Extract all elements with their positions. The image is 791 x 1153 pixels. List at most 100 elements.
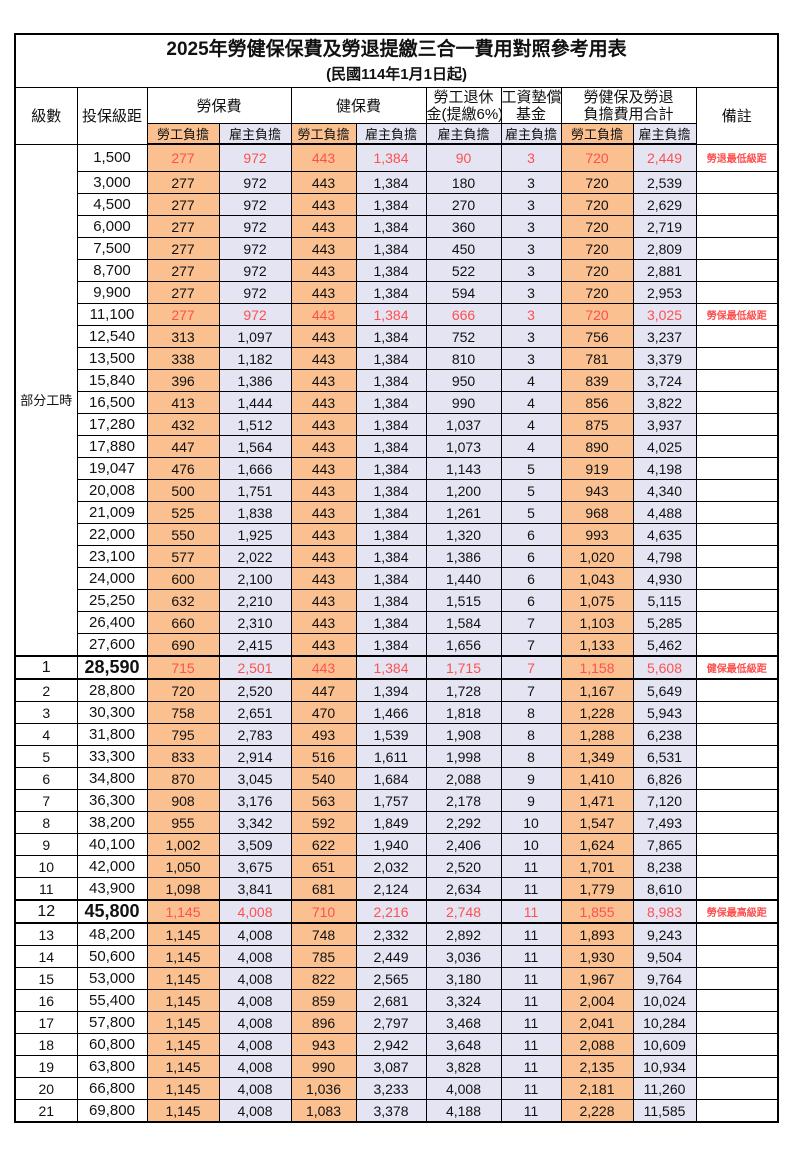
pension-employer-cell: 4,188 [425,1099,502,1123]
pension-employer-cell: 1,143 [425,457,502,480]
health-employer-cell: 1,384 [355,215,427,238]
total-employee-cell: 1,158 [560,655,634,680]
table-row: 20 66,800 1,145 4,008 1,036 3,233 4,008 11 2,181… [14,1077,779,1100]
labor-employee-cell: 870 [146,767,220,790]
total-employer-cell: 10,609 [632,1033,697,1056]
pension-employer-cell: 1,656 [425,633,502,657]
remark-cell [695,1077,779,1100]
remark-cell [695,611,779,634]
bracket-cell: 66,800 [76,1077,148,1100]
total-employer-cell: 8,238 [632,855,697,878]
total-employee-cell: 993 [560,523,634,546]
pension-employer-cell: 1,908 [425,723,502,746]
health-employee-cell: 443 [290,435,357,458]
health-employer-cell: 1,611 [355,745,427,768]
table-row: 17,880 447 1,564 443 1,384 1,073 4 890 4,025 [15,435,779,458]
total-employer-cell: 5,462 [632,633,697,657]
wage-fund-employer-cell: 5 [500,457,562,480]
labor-employer-cell: 3,176 [218,789,292,812]
col-group-wage-fund: 工資墊償 基金 [500,87,562,124]
health-employee-cell: 443 [290,215,357,238]
table-row: 13,500 338 1,182 443 1,384 810 3 781 3,379 [15,347,779,370]
col-header-level: 級數 [14,87,78,145]
bracket-cell: 60,800 [76,1033,148,1056]
table-row: 18 60,800 1,145 4,008 943 2,942 3,648 11 2,088 10… [14,1033,779,1056]
table-row: 16,500 413 1,444 443 1,384 990 4 856 3,822 [15,391,779,414]
health-employee-cell: 443 [290,457,357,480]
remark-cell [695,435,779,458]
bracket-cell: 9,900 [76,281,148,304]
bracket-cell: 7,500 [76,237,148,260]
table-row: 3 30,300 758 2,651 470 1,466 1,818 8 1,228 5,943 [14,701,779,724]
total-employee-cell: 2,004 [560,989,634,1012]
table-row: 25,250 632 2,210 443 1,384 1,515 6 1,075 5,115 [15,589,779,612]
table-row: 8,700 277 972 443 1,384 522 3 720 2,881 [15,259,779,282]
table-row: 6,000 277 972 443 1,384 360 3 720 2,719 [15,215,779,238]
labor-employer-cell: 2,310 [218,611,292,634]
wage-fund-employer-cell: 6 [500,567,562,590]
wage-fund-employer-cell: 10 [500,833,562,856]
health-employee-cell: 748 [290,922,357,946]
total-employee-cell: 1,133 [560,633,634,657]
remark-cell [695,922,779,946]
health-employer-cell: 1,384 [355,523,427,546]
table-row: 7 36,300 908 3,176 563 1,757 2,178 9 1,471 7,120 [14,789,779,812]
total-employee-cell: 1,349 [560,745,634,768]
total-employee-cell: 1,167 [560,678,634,702]
health-employer-cell: 1,384 [355,545,427,568]
total-employee-cell: 720 [560,237,634,260]
level-cell: 18 [14,1033,78,1056]
health-employer-cell: 2,565 [355,967,427,990]
labor-employee-cell: 720 [146,678,220,702]
health-employer-cell: 1,384 [355,655,427,680]
bracket-cell: 27,600 [76,633,148,657]
total-employee-cell: 781 [560,347,634,370]
total-employee-cell: 2,041 [560,1011,634,1034]
total-employer-cell: 10,934 [632,1055,697,1078]
health-employer-cell: 1,539 [355,723,427,746]
total-employer-cell: 5,608 [632,655,697,680]
pension-employer-cell: 360 [425,215,502,238]
labor-employer-cell: 2,022 [218,545,292,568]
labor-employer-cell: 1,386 [218,369,292,392]
labor-employee-cell: 396 [146,369,220,392]
remark-cell [695,945,779,968]
total-employer-cell: 9,504 [632,945,697,968]
labor-employee-cell: 908 [146,789,220,812]
table-row: 8 38,200 955 3,342 592 1,849 2,292 10 1,547 7,493 [14,811,779,834]
total-employee-cell: 875 [560,413,634,436]
health-employee-cell: 990 [290,1055,357,1078]
labor-employer-cell: 2,100 [218,567,292,590]
health-employee-cell: 943 [290,1033,357,1056]
labor-employee-cell: 1,145 [146,899,220,924]
health-employer-cell: 2,032 [355,855,427,878]
bracket-cell: 12,540 [76,325,148,348]
level-cell: 8 [14,811,78,834]
wage-fund-employer-cell: 6 [500,589,562,612]
level-cell: 15 [14,967,78,990]
remark-cell [695,215,779,238]
subheader-labor-employee: 勞工負擔 [146,123,220,145]
bracket-cell: 13,500 [76,347,148,370]
total-employee-cell: 919 [560,457,634,480]
health-employee-cell: 470 [290,701,357,724]
table-row: 19 63,800 1,145 4,008 990 3,087 3,828 11 2,135 10… [14,1055,779,1078]
remark-cell [695,369,779,392]
level-cell: 6 [14,767,78,790]
health-employee-cell: 896 [290,1011,357,1034]
pension-employer-cell: 2,088 [425,767,502,790]
bracket-cell: 17,280 [76,413,148,436]
health-employer-cell: 1,384 [355,193,427,216]
labor-employer-cell: 4,008 [218,1033,292,1056]
labor-employer-cell: 3,509 [218,833,292,856]
bracket-cell: 11,100 [76,303,148,326]
wage-fund-employer-cell: 4 [500,391,562,414]
total-employer-cell: 4,198 [632,457,697,480]
labor-employer-cell: 2,415 [218,633,292,657]
wage-fund-employer-cell: 11 [500,1055,562,1078]
total-employer-cell: 4,340 [632,479,697,502]
pension-employer-cell: 2,406 [425,833,502,856]
remark-cell [695,989,779,1012]
health-employer-cell: 1,757 [355,789,427,812]
labor-employee-cell: 632 [146,589,220,612]
